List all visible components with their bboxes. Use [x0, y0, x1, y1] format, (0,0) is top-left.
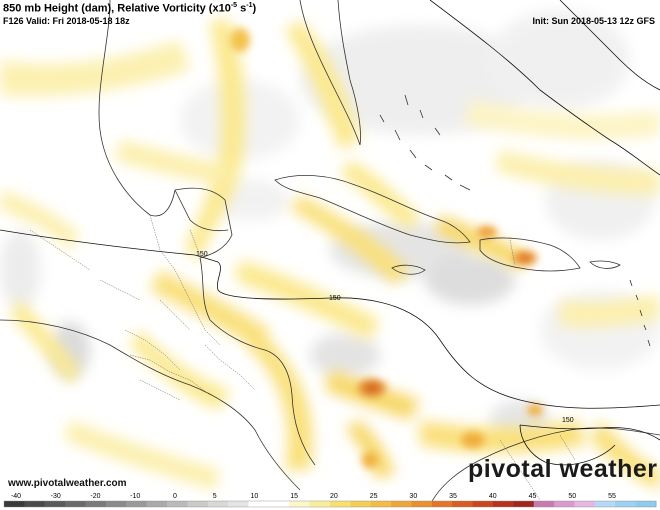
colorbar-swatch: [187, 501, 209, 507]
colorbar-swatch: [268, 501, 290, 507]
map-title: 850 mb Height (dam), Relative Vorticity …: [3, 2, 256, 15]
colorbar-swatch: [289, 501, 311, 507]
colorbar-swatch: [574, 501, 596, 507]
valid-time: F126 Valid: Fri 2018-05-18 18z: [3, 16, 130, 26]
contour-labels: 150 150 150: [196, 251, 574, 424]
map-title-unit: s: [237, 2, 247, 15]
colorbar-tick-label: 10: [251, 493, 259, 500]
colorbar-swatch: [4, 501, 25, 507]
colorbar-swatch: [635, 501, 657, 507]
colorbar-swatch: [309, 501, 331, 507]
map-title-unit-exponent: -1: [246, 2, 253, 9]
colorbar-swatch: [533, 501, 555, 507]
colorbar-swatch: [431, 501, 453, 507]
contour-label-150-b: 150: [329, 295, 341, 302]
colorbar-swatch: [452, 501, 474, 507]
colorbar-swatch: [370, 501, 392, 507]
colorbar-swatch: [85, 501, 107, 507]
height-contours: [0, 0, 660, 466]
positive-vorticity-field: [0, 20, 660, 490]
contour-label-150-a: 150: [196, 251, 208, 258]
contour-label-150-c: 150: [562, 417, 574, 424]
colorbar-frame: [3, 500, 657, 508]
colorbar-tick-label: -20: [90, 493, 100, 500]
colorbar: -40 -30 -20 -10 0 5 10 15 20 25 30 35 40 45 50 55: [3, 493, 657, 508]
colorbar-swatch: [330, 501, 351, 507]
colorbar-swatch: [554, 501, 575, 507]
colorbar-tick-label: 20: [330, 493, 338, 500]
colorbar-swatch: [44, 501, 66, 507]
colorbar-swatch: [228, 501, 249, 507]
colorbar-swatch: [105, 501, 127, 507]
colorbar-tick-label: -10: [130, 493, 140, 500]
colorbar-tick-label: 40: [489, 493, 497, 500]
map-title-text: 850 mb Height (dam), Relative Vorticity …: [3, 2, 231, 15]
colorbar-swatch: [146, 501, 168, 507]
vorticity-maxima: [230, 28, 543, 468]
colorbar-swatch: [391, 501, 412, 507]
colorbar-tick-label: -40: [11, 493, 21, 500]
colorbar-swatch: [167, 501, 188, 507]
colorbar-swatch: [65, 501, 86, 507]
map-title-close: ): [252, 2, 257, 15]
colorbar-swatch: [248, 501, 270, 507]
colorbar-tick-label: 30: [409, 493, 417, 500]
colorbar-swatch: [493, 501, 514, 507]
colorbar-tick-label: 25: [370, 493, 378, 500]
colorbar-swatch: [207, 501, 229, 507]
colorbar-tick-label: 55: [608, 493, 616, 500]
colorbar-swatch: [126, 501, 148, 507]
colorbar-swatch: [472, 501, 494, 507]
colorbar-tick-label: -30: [51, 493, 61, 500]
init-time: Init: Sun 2018-05-13 12z GFS: [532, 16, 655, 26]
site-url: www.pivotalweather.com: [8, 478, 127, 489]
colorbar-swatch: [24, 501, 46, 507]
colorbar-tick-label: 35: [449, 493, 457, 500]
colorbar-swatch: [615, 501, 637, 507]
colorbar-tick-label: 0: [173, 493, 177, 500]
colorbar-swatch: [411, 501, 433, 507]
colorbar-swatch: [594, 501, 616, 507]
political-borders: [29, 214, 576, 501]
colorbar-tick-label: 45: [529, 493, 537, 500]
brand-logo: pivotal weather: [468, 455, 658, 483]
colorbar-swatch: [513, 501, 535, 507]
colorbar-tick-label: 50: [568, 493, 576, 500]
map-title-exponent: -5: [230, 2, 238, 9]
colorbar-tick-label: 15: [290, 493, 298, 500]
colorbar-swatch: [350, 501, 372, 507]
colorbar-tick-label: 5: [213, 493, 217, 500]
